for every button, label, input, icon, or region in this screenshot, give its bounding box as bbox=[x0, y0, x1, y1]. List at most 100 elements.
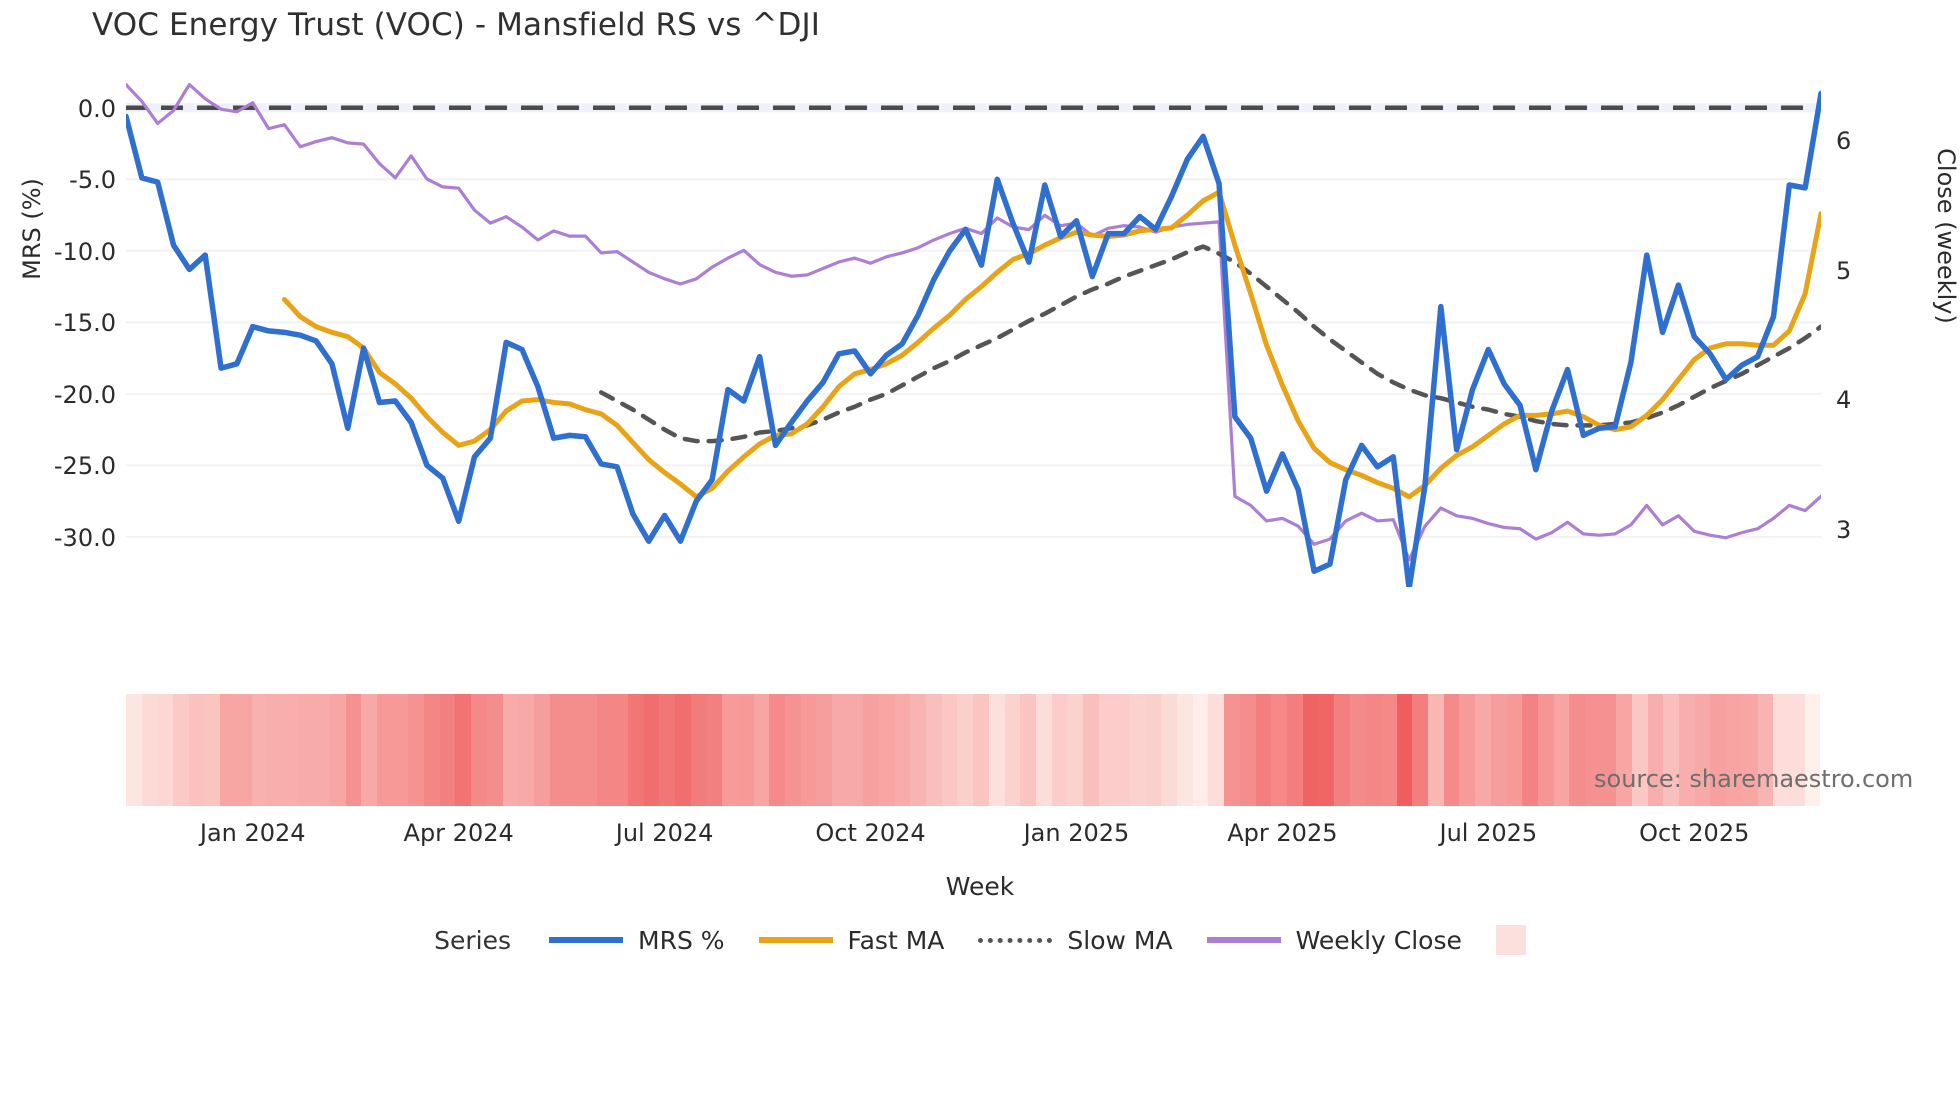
y-tick-left: -30.0 bbox=[53, 523, 116, 552]
legend-item[interactable]: Weekly Close bbox=[1206, 925, 1462, 955]
heatmap-cell bbox=[784, 694, 801, 806]
heatmap-cell bbox=[486, 694, 503, 806]
heatmap-cell bbox=[690, 694, 707, 806]
heatmap-cell bbox=[1302, 694, 1319, 806]
legend-item[interactable]: Slow MA bbox=[978, 925, 1173, 955]
x-tick: Jul 2024 bbox=[615, 819, 714, 847]
heatmap-cell bbox=[1082, 694, 1099, 806]
x-tick: Apr 2025 bbox=[1227, 819, 1338, 847]
y-tick-right: 6 bbox=[1836, 127, 1852, 156]
y-axis-label-right: Close (weekly) bbox=[1932, 148, 1960, 324]
heatmap-cell bbox=[1208, 694, 1225, 806]
heatmap-cell bbox=[1553, 694, 1570, 806]
x-tick: Jan 2025 bbox=[1023, 819, 1130, 847]
heatmap-cell bbox=[220, 694, 236, 806]
heatmap-cell bbox=[1694, 694, 1711, 806]
heatmap-cell bbox=[126, 694, 142, 806]
y-tick-left: -10.0 bbox=[53, 237, 116, 266]
heatmap-cell bbox=[1130, 694, 1146, 806]
heatmap-cell bbox=[1773, 694, 1789, 806]
heatmap-cell bbox=[628, 694, 644, 806]
legend-swatch-line bbox=[1206, 937, 1281, 943]
heatmap-cell bbox=[1255, 694, 1272, 806]
heatmap-cell bbox=[1365, 694, 1381, 806]
heatmap-cell bbox=[1663, 694, 1680, 806]
heatmap-cell bbox=[345, 694, 362, 806]
heatmap-cell bbox=[596, 694, 613, 806]
heatmap-cell bbox=[1804, 694, 1821, 806]
heatmap-cell bbox=[769, 694, 785, 806]
heatmap-cell bbox=[1584, 694, 1601, 806]
heatmap-cell bbox=[1710, 694, 1727, 806]
heatmap-cell bbox=[706, 694, 723, 806]
heatmap-cell bbox=[1098, 694, 1115, 806]
series-line-weekly-close bbox=[126, 82, 1821, 562]
heatmap-cell bbox=[1679, 694, 1695, 806]
heatmap-cell bbox=[549, 694, 566, 806]
heatmap-cell bbox=[235, 694, 252, 806]
heatmap-cell bbox=[502, 694, 519, 806]
heatmap-cell bbox=[1741, 694, 1758, 806]
heatmap-cell bbox=[1035, 694, 1052, 806]
heatmap-cell bbox=[1428, 694, 1444, 806]
y-tick-left: -5.0 bbox=[69, 166, 116, 195]
heatmap-cell bbox=[1600, 694, 1617, 806]
legend-label: Fast MA bbox=[847, 925, 945, 955]
heatmap-cell bbox=[408, 694, 425, 806]
heatmap-cell bbox=[455, 694, 472, 806]
x-tick: Jan 2024 bbox=[199, 819, 306, 847]
heatmap-cell bbox=[737, 694, 754, 806]
legend-swatch-line bbox=[549, 937, 624, 943]
series-line-mrs bbox=[126, 90, 1821, 587]
legend-swatch-line bbox=[758, 937, 833, 943]
legend-item[interactable] bbox=[1495, 925, 1526, 955]
heatmap-cell bbox=[941, 694, 958, 806]
legend-items: MRS % Fast MA Slow MA Weekly Close bbox=[549, 925, 1526, 955]
heatmap-cell bbox=[1286, 694, 1303, 806]
heatmap-cell bbox=[1004, 694, 1021, 806]
heatmap-cell bbox=[471, 694, 487, 806]
heatmap-cell bbox=[722, 694, 738, 806]
heatmap-cell bbox=[863, 694, 879, 806]
legend-swatch-heatmap bbox=[1495, 925, 1526, 955]
heatmap-cell bbox=[424, 694, 440, 806]
heatmap-cell bbox=[1051, 694, 1068, 806]
heatmap-cell bbox=[957, 694, 974, 806]
legend-label: MRS % bbox=[638, 925, 725, 955]
heatmap-cell bbox=[894, 694, 911, 806]
heatmap-cell bbox=[1224, 694, 1240, 806]
heatmap-cell bbox=[298, 694, 315, 806]
heatmap-cell bbox=[1271, 694, 1287, 806]
heatmap-cell bbox=[800, 694, 817, 806]
heatmap-cell bbox=[329, 694, 346, 806]
heatmap-cell bbox=[1145, 694, 1162, 806]
heatmap-cell bbox=[1318, 694, 1334, 806]
y-tick-right: 5 bbox=[1836, 256, 1852, 285]
y-tick-right: 3 bbox=[1836, 515, 1852, 544]
heatmap-cell bbox=[1381, 694, 1397, 806]
heatmap-cell bbox=[173, 694, 189, 806]
x-axis-label: Week bbox=[945, 872, 1015, 901]
heatmap-cell bbox=[1537, 694, 1554, 806]
heatmap-cell bbox=[1349, 694, 1366, 806]
y-tick-right: 4 bbox=[1836, 386, 1852, 415]
x-tick: Jul 2025 bbox=[1439, 819, 1538, 847]
legend-item[interactable]: Fast MA bbox=[758, 925, 945, 955]
legend-swatch-line bbox=[978, 937, 1053, 943]
heatmap-cell bbox=[157, 694, 174, 806]
heatmap-cell bbox=[282, 694, 299, 806]
heatmap-cell bbox=[1412, 694, 1429, 806]
heatmap-cell bbox=[204, 694, 221, 806]
page-title: VOC Energy Trust (VOC) - Mansfield RS vs… bbox=[92, 7, 821, 43]
legend: Series MRS % Fast MA Slow MA Weekly Close bbox=[0, 925, 1960, 955]
heatmap-cell bbox=[753, 694, 770, 806]
legend-label: Weekly Close bbox=[1295, 925, 1462, 955]
source-watermark: source: sharemaestro.com bbox=[1594, 765, 1914, 793]
legend-item[interactable]: MRS % bbox=[549, 926, 725, 955]
heatmap-cell bbox=[973, 694, 989, 806]
heatmap-cell bbox=[314, 694, 330, 806]
heatmap-cell bbox=[1506, 694, 1523, 806]
legend-label: Slow MA bbox=[1067, 925, 1173, 955]
heatmap-strip bbox=[126, 694, 1821, 806]
